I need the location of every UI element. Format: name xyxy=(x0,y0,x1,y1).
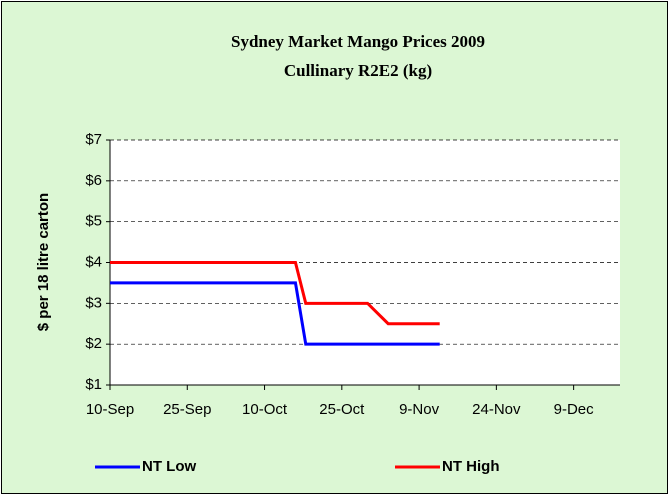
y-tick-label: $5 xyxy=(85,213,102,230)
x-tick-label: 24-Nov xyxy=(472,401,521,418)
y-tick-label: $2 xyxy=(85,335,102,352)
series-line xyxy=(110,261,440,326)
x-tick-label: 9-Nov xyxy=(399,401,440,418)
y-tick-label: $7 xyxy=(85,131,102,148)
x-tick-label: 10-Oct xyxy=(242,401,288,418)
y-tick-label: $3 xyxy=(85,294,102,311)
chart-subtitle: Cullinary R2E2 (kg) xyxy=(284,61,432,80)
y-axis-label: $ per 18 litre carton xyxy=(35,193,52,331)
x-tick-label: 25-Sep xyxy=(163,401,211,418)
legend-label: NT High xyxy=(442,458,500,475)
y-tick-label: $6 xyxy=(85,172,102,189)
series-line xyxy=(110,281,440,346)
y-tick-label: $4 xyxy=(85,253,102,270)
legend-label: NT Low xyxy=(142,458,196,475)
x-tick-label: 10-Sep xyxy=(86,401,134,418)
y-tick-label: $1 xyxy=(85,376,102,393)
x-tick-label: 9-Dec xyxy=(554,401,595,418)
x-tick-label: 25-Oct xyxy=(319,401,365,418)
chart-title: Sydney Market Mango Prices 2009 xyxy=(231,32,485,51)
